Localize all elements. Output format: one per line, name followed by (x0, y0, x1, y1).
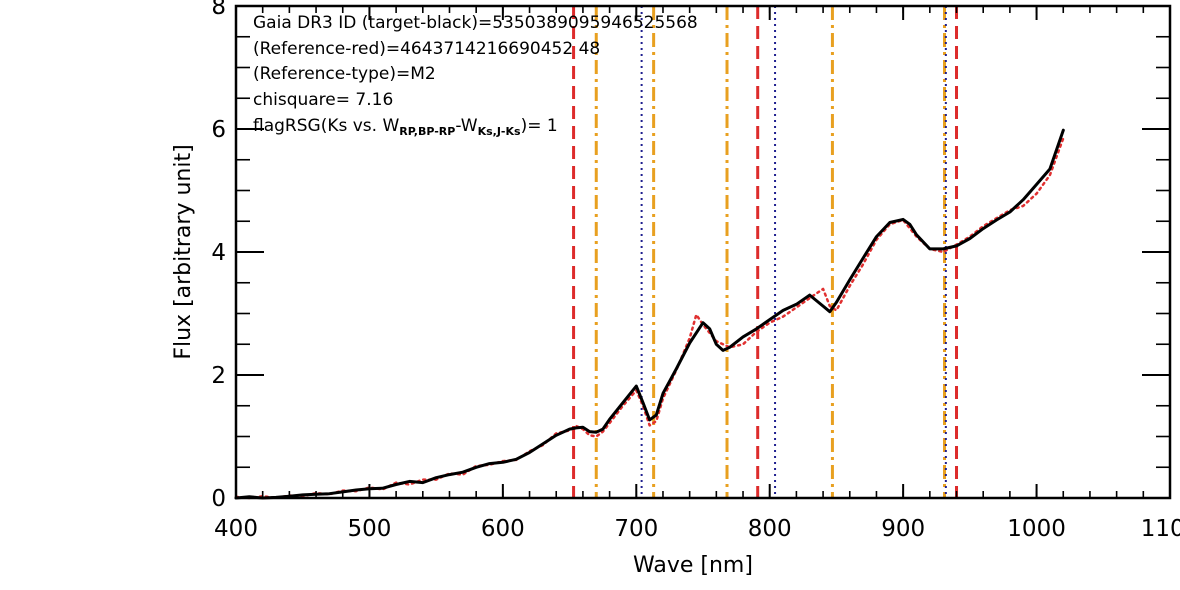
x-axis-title: Wave [nm] (633, 553, 753, 578)
flag-rsg-mid: -W (455, 116, 477, 136)
spectra (234, 128, 1065, 500)
annotation-chisquare: chisquare= 7.16 (253, 90, 393, 110)
y-tick-label: 2 (211, 363, 226, 389)
flag-rsg-end: )= 1 (521, 116, 558, 136)
x-tick-label: 700 (614, 516, 658, 542)
annotation-gaia-id: Gaia DR3 ID (target-black)=5350389095946… (253, 13, 698, 33)
annotation-flag-rsg: flagRSG(Ks vs. WRP,BP-RP-WKs,J-Ks)= 1 (253, 116, 558, 138)
reference-lines (572, 6, 959, 498)
flag-rsg-sub1: RP,BP-RP (399, 125, 455, 138)
target-spectrum-line (234, 128, 1065, 500)
annotation-reference-type: (Reference-type)=M2 (253, 64, 436, 84)
y-tick-label: 0 (211, 486, 226, 512)
x-tick-label: 800 (748, 516, 792, 542)
flag-rsg-main: flagRSG(Ks vs. W (253, 116, 399, 136)
annotation-reference-id: (Reference-red)=4643714216690452 48 (253, 39, 600, 59)
flag-rsg-sub2: Ks,J-Ks (478, 125, 521, 138)
y-tick-label: 6 (211, 117, 226, 143)
x-tick-label: 500 (347, 516, 391, 542)
x-tick-label: 400 (214, 516, 258, 542)
plot-frame (234, 4, 1172, 500)
y-axis-title: Flux [arbitrary unit] (171, 144, 196, 359)
y-tick-label: 4 (211, 240, 226, 266)
x-tick-label: 900 (881, 516, 925, 542)
reference-spectrum-line (234, 136, 1065, 500)
x-tick-label: 600 (481, 516, 525, 542)
annotation-block: Gaia DR3 ID (target-black)=5350389095946… (253, 13, 698, 138)
x-tick-label: 1000 (1007, 516, 1066, 542)
y-tick-label: 8 (211, 0, 226, 20)
